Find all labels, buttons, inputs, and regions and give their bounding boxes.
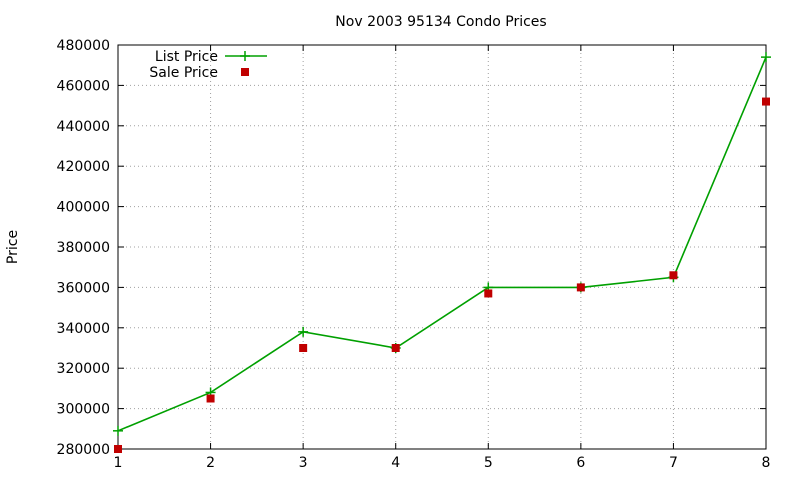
legend-marker [240,51,250,61]
chart-title: Nov 2003 95134 Condo Prices [335,14,546,30]
y-tick-label: 280000 [57,442,110,458]
x-tick-label: 3 [299,455,308,471]
data-point [669,271,678,280]
data-series [113,52,771,453]
y-axis-label: Price [5,230,21,264]
legend-label: List Price [155,49,218,65]
y-tick-label: 400000 [57,200,110,216]
y-tick-label: 340000 [57,321,110,337]
x-tick-label: 7 [669,455,678,471]
data-point [391,344,400,352]
data-point [576,283,585,292]
y-tick-label: 380000 [57,240,110,256]
series-line [117,56,767,432]
y-tick-label: 480000 [57,38,110,54]
data-point [206,394,215,403]
series-list-price [113,52,771,436]
y-tick-label: 300000 [57,402,110,418]
x-tick-label: 6 [576,455,585,471]
y-tick-label: 460000 [57,78,110,94]
data-point [113,425,123,436]
y-tick-label: 440000 [57,119,110,135]
legend-item: List Price [155,49,267,65]
data-point [762,97,770,106]
data-point [298,326,309,337]
data-point [761,52,771,63]
legend-label: Sale Price [149,65,218,81]
tick-labels: 280000 300000 320000 340000 360000 380000 4000… [57,38,771,471]
x-tick-label: 5 [484,455,493,471]
data-point [299,344,308,352]
x-tick-label: 1 [114,455,123,471]
grid-lines [118,45,766,449]
x-tick-label: 2 [206,455,215,471]
legend-marker [241,68,249,76]
y-tick-label: 320000 [57,361,110,377]
data-point [114,445,122,453]
legend-item: Sale Price [149,65,249,81]
x-tick-label: 4 [391,455,400,471]
x-tick-label: 8 [762,455,771,471]
y-tick-label: 360000 [57,280,110,296]
data-point [484,289,493,298]
series-sale-price [114,97,770,453]
y-tick-label: 420000 [57,159,110,175]
